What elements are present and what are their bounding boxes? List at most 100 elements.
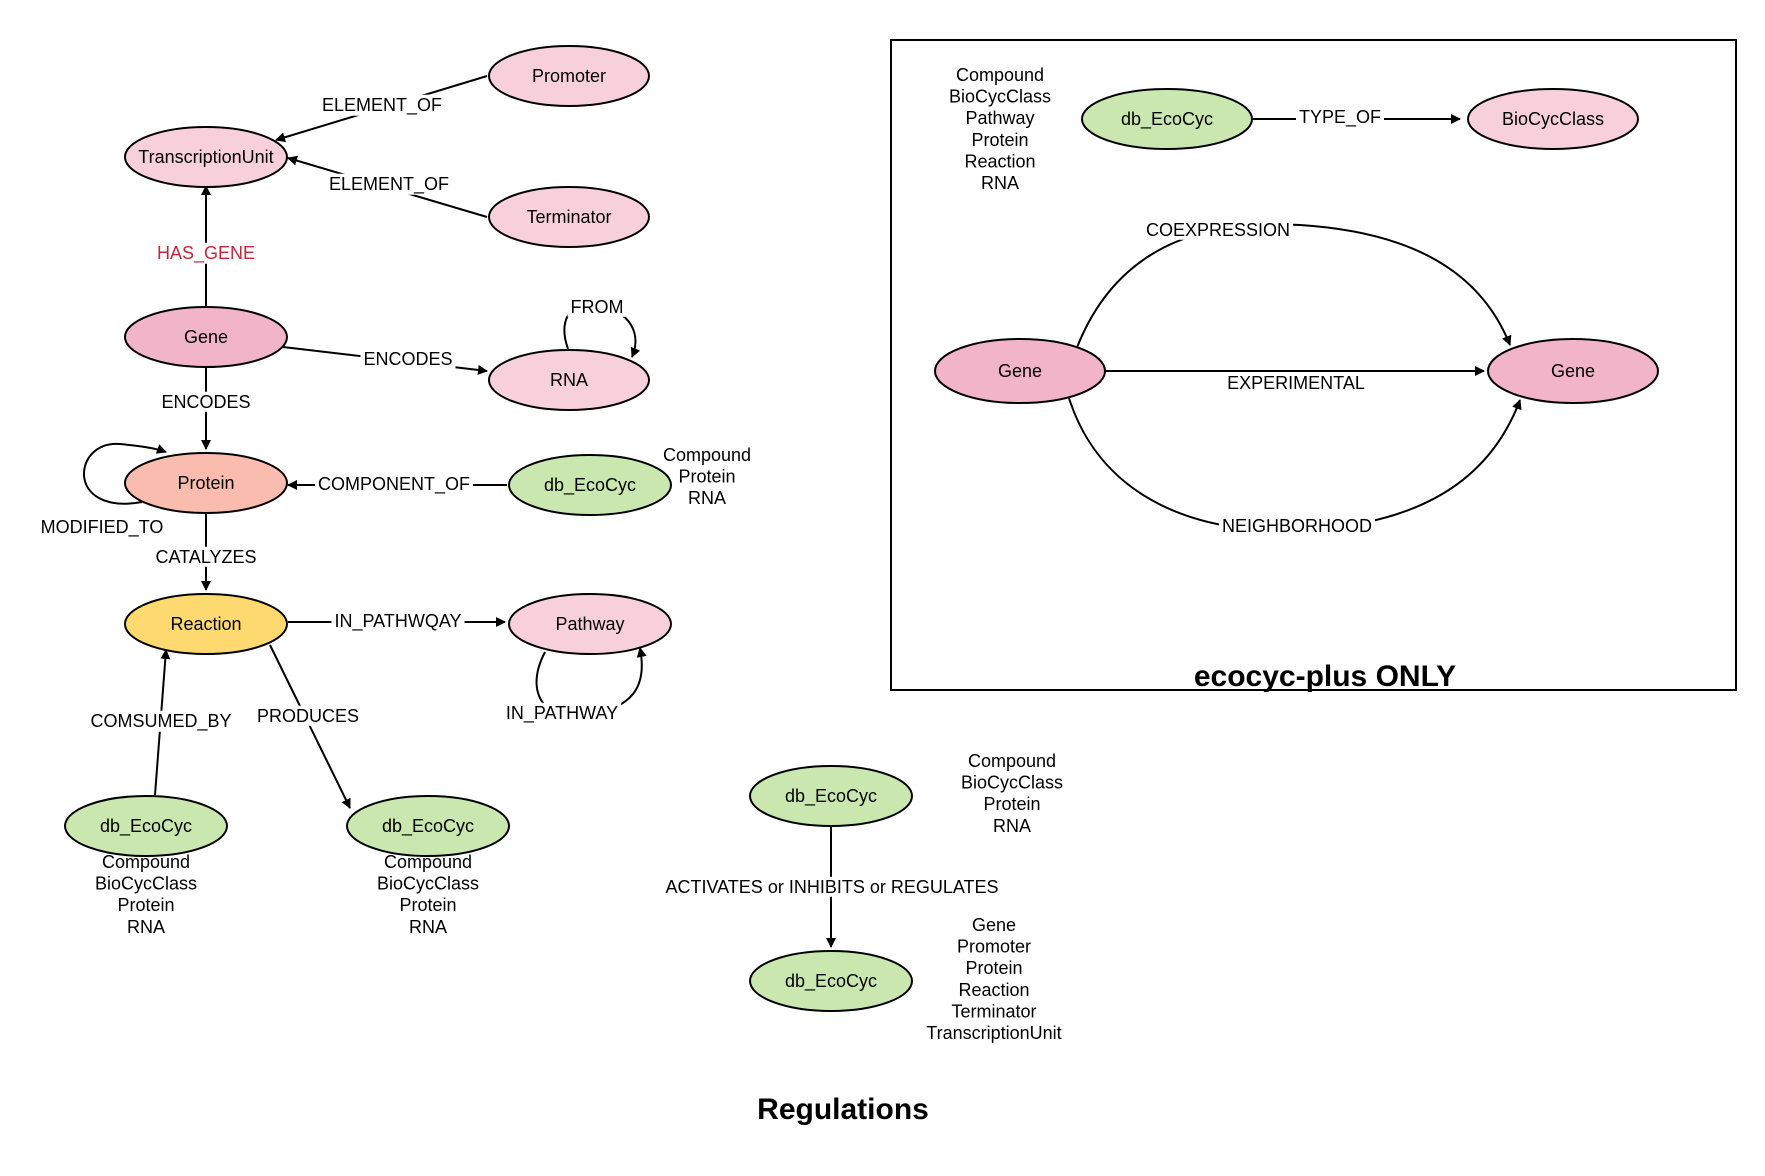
node-db-produces-label: db_EcoCyc: [382, 816, 474, 837]
edge-coexpression: [1075, 223, 1512, 351]
edge-label-background: [325, 173, 453, 195]
node-pathway[interactable]: Pathway: [508, 593, 672, 655]
type-list-item: Terminator: [951, 1001, 1036, 1021]
edge-label-in-pathway: IN_PATHWAY: [502, 702, 622, 724]
node-promoter[interactable]: Promoter: [488, 45, 650, 107]
type-list-item: Promoter: [957, 937, 1031, 957]
node-plus-biocycclass-label: BioCycClass: [1502, 109, 1604, 129]
edge-label-element-of-promoter: ELEMENT_OF: [318, 94, 446, 116]
edge-label-background: [1142, 219, 1294, 240]
type-list-item: Compound: [968, 751, 1056, 771]
node-db-produces[interactable]: db_EcoCyc: [346, 795, 510, 857]
type-list-reg-target-types: Gene Promoter Protein Reaction Terminator Tra…: [926, 915, 1061, 1043]
type-list-component-types: Compound Protein RNA: [663, 445, 751, 508]
edge-label-background: [318, 94, 446, 116]
node-plus-biocycclass[interactable]: BioCycClass: [1467, 88, 1639, 150]
type-list-item: BioCycClass: [949, 87, 1051, 107]
edge-label-encodes-rna: ENCODES: [360, 348, 456, 369]
type-list-reg-source-types: Compound BioCycClass Protein RNA: [961, 751, 1063, 836]
node-plus-db[interactable]: db_EcoCyc: [1081, 88, 1253, 150]
node-db-reg-source[interactable]: db_EcoCyc: [749, 765, 913, 827]
edge-label-background: [253, 705, 363, 726]
node-terminator-label: Terminator: [526, 207, 611, 227]
node-plus-gene-right[interactable]: Gene: [1487, 338, 1659, 404]
node-rna[interactable]: RNA: [488, 349, 650, 411]
edge-label-background: [153, 242, 259, 264]
node-protein-label: Protein: [177, 473, 234, 493]
type-list-plus-db-types: Compound BioCycClass Pathway Protein Reactio…: [949, 65, 1051, 193]
edge-label-has-gene: HAS_GENE: [153, 242, 259, 264]
node-promoter-label: Promoter: [532, 66, 606, 86]
node-transcription-unit-label: TranscriptionUnit: [138, 147, 273, 167]
type-list-item: Pathway: [965, 108, 1034, 128]
node-plus-db-label: db_EcoCyc: [1121, 109, 1213, 130]
edge-label-background: [1295, 106, 1385, 128]
edge-label-type-of: TYPE_OF: [1295, 106, 1385, 128]
regulations-title: Regulations: [757, 1093, 929, 1126]
node-transcription-unit[interactable]: TranscriptionUnit: [124, 126, 288, 188]
edge-label-background: [1218, 515, 1376, 536]
edge-label-text: ELEMENT_OF: [329, 174, 449, 195]
edge-label-background: [662, 876, 1002, 897]
edge-label-background: [314, 473, 474, 495]
type-list-item: TranscriptionUnit: [926, 1023, 1061, 1043]
edge-label-encodes-protein: ENCODES: [158, 391, 254, 412]
ecocyc-plus-box: [890, 39, 1737, 691]
edge-label-text: COMPONENT_OF: [318, 474, 470, 495]
edge-label-text: COEXPRESSION: [1146, 220, 1290, 240]
edge-label-text: CATALYZES: [155, 547, 256, 567]
edge-label-text: EXPERIMENTAL: [1227, 373, 1365, 393]
edge-label-element-of-terminator: ELEMENT_OF: [325, 173, 453, 195]
type-list-item: Protein: [983, 794, 1040, 814]
edge-label-neighborhood: NEIGHBORHOOD: [1218, 515, 1376, 536]
edge-label-experimental: EXPERIMENTAL: [1227, 373, 1365, 393]
type-list-item: Gene: [972, 915, 1016, 935]
node-plus-gene-left-label: Gene: [998, 361, 1042, 381]
type-list-item: RNA: [993, 816, 1031, 836]
node-pathway-label: Pathway: [555, 614, 624, 634]
node-reaction-label: Reaction: [170, 614, 241, 634]
node-terminator[interactable]: Terminator: [488, 186, 650, 248]
type-list-item: Compound: [956, 65, 1044, 85]
edge-label-text: HAS_GENE: [157, 243, 255, 264]
type-list-item: BioCycClass: [377, 874, 479, 894]
node-db-reg-target[interactable]: db_EcoCyc: [749, 950, 913, 1012]
node-reaction[interactable]: Reaction: [124, 593, 288, 655]
node-gene[interactable]: Gene: [124, 306, 288, 368]
edge-label-produces: PRODUCES: [253, 705, 363, 726]
edge-label-comsumed-by: COMSUMED_BY: [87, 710, 235, 732]
node-db-consumed[interactable]: db_EcoCyc: [64, 795, 228, 857]
edge-label-background: [87, 710, 235, 732]
type-list-consumed-types: Compound BioCycClass Protein RNA: [95, 852, 197, 937]
edge-modified-to-self-loop: [82, 442, 167, 505]
type-list-item: RNA: [127, 917, 165, 937]
node-db-consumed-label: db_EcoCyc: [100, 816, 192, 837]
node-db-reg-source-label: db_EcoCyc: [785, 786, 877, 807]
edge-label-text: MODIFIED_TO: [41, 517, 164, 538]
edge-label-text: ACTIVATES or INHIBITS or REGULATES: [665, 877, 998, 897]
node-rna-label: RNA: [550, 370, 588, 390]
edge-label-text: ELEMENT_OF: [322, 95, 442, 116]
type-list-item: Protein: [971, 130, 1028, 150]
edge-label-background: [331, 610, 465, 632]
edge-label-background: [37, 516, 167, 538]
edge-label-text: PRODUCES: [257, 706, 359, 726]
edge-label-component-of: COMPONENT_OF: [314, 473, 474, 495]
type-list-item: RNA: [688, 488, 726, 508]
type-list-item: BioCycClass: [95, 874, 197, 894]
node-db-component[interactable]: db_EcoCyc: [508, 454, 672, 516]
type-list-item: Reaction: [958, 980, 1029, 1000]
edge-label-regulation: ACTIVATES or INHIBITS or REGULATES: [662, 876, 1002, 897]
node-gene-label: Gene: [184, 327, 228, 347]
edge-label-text: ENCODES: [161, 392, 250, 412]
node-protein[interactable]: Protein: [124, 452, 288, 514]
node-plus-gene-left[interactable]: Gene: [934, 338, 1106, 404]
edge-label-catalyzes: CATALYZES: [152, 546, 260, 567]
type-list-item: Protein: [399, 895, 456, 915]
node-db-component-label: db_EcoCyc: [544, 475, 636, 496]
edge-label-text: NEIGHBORHOOD: [1222, 516, 1372, 536]
type-list-item: Protein: [678, 467, 735, 487]
node-db-reg-target-label: db_EcoCyc: [785, 971, 877, 992]
edge-label-text: COMSUMED_BY: [90, 711, 231, 732]
